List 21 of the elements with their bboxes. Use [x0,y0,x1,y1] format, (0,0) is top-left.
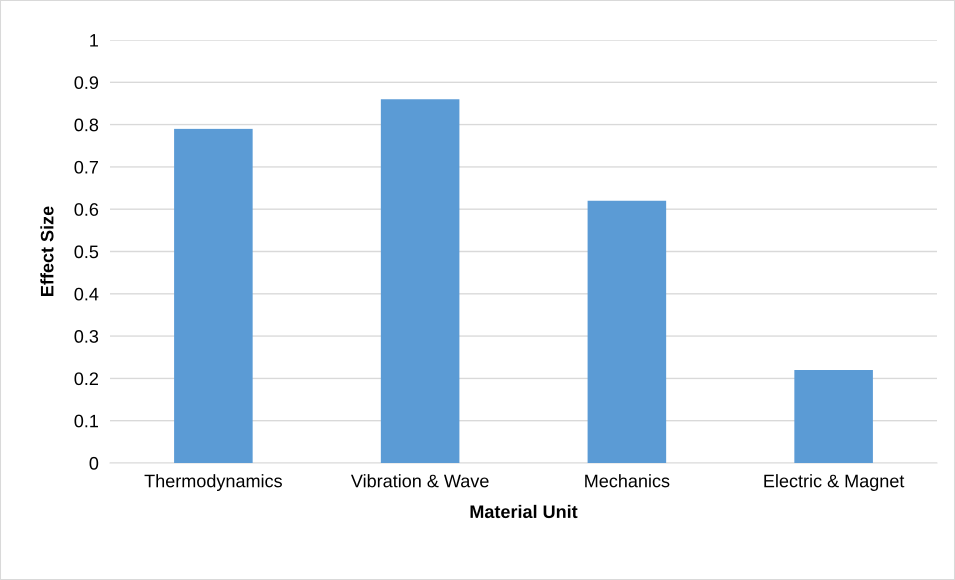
y-tick-label: 0.2 [74,372,98,386]
bar [174,128,253,463]
y-tick-label: 0.6 [74,203,98,216]
y-tick-label: 1 [90,34,98,47]
y-tick-label: 0.9 [74,76,98,90]
y-axis-title: Effect Size [40,206,54,296]
y-tick-label: 0 [90,456,98,470]
bar [794,370,873,463]
x-tick-label: Vibration & Wave [350,474,489,488]
y-tick-label: 0.4 [74,288,98,301]
y-tick-label: 0.1 [74,414,98,428]
x-tick-label: Thermodynamics [144,474,282,491]
y-tick-label: 0.7 [74,160,98,174]
bar [380,99,460,463]
x-tick-label: Mechanics [585,474,670,488]
x-tick-label: Electric & Magnet [764,474,904,491]
bar [588,200,666,463]
y-tick-label: 0.5 [74,245,98,258]
y-tick-label: 0.8 [74,118,98,132]
y-tick-label: 0.3 [74,330,98,343]
x-axis-title: Material Unit [470,504,578,518]
